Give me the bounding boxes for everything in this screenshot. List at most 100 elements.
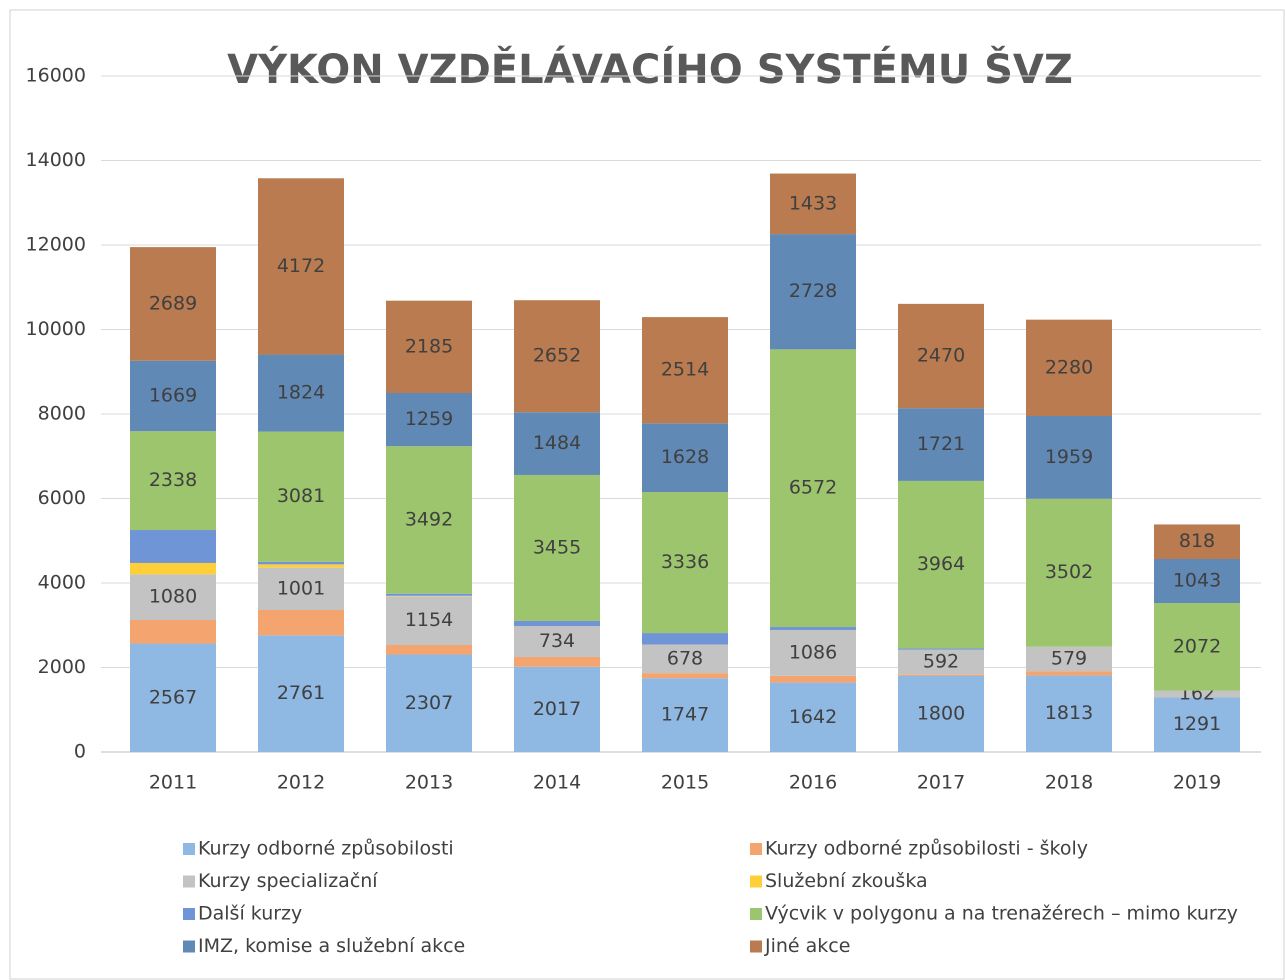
y-tick-label: 10000 (26, 318, 86, 340)
bar-segment (1026, 498, 1112, 647)
bar-segment (898, 674, 984, 676)
legend-label: Kurzy specializační (198, 870, 378, 892)
data-label: 592 (923, 651, 959, 673)
bar-segment (1154, 524, 1240, 560)
data-label: 2470 (917, 345, 965, 367)
data-label: 1642 (789, 706, 837, 728)
legend-swatch (750, 940, 762, 953)
data-label: 1259 (405, 408, 453, 430)
data-label: 1080 (149, 586, 197, 608)
legend-swatch (183, 843, 195, 855)
legend-swatch (183, 875, 195, 888)
data-label: 3492 (405, 508, 453, 530)
data-label: 2280 (1045, 356, 1093, 378)
bar-segment (1026, 319, 1112, 416)
bar-segment (1026, 675, 1112, 752)
bar-segment (514, 620, 600, 627)
data-label: 1669 (149, 384, 197, 406)
bar-segment (258, 564, 344, 568)
y-tick-label: 14000 (26, 149, 86, 171)
data-label: 2072 (1173, 635, 1221, 657)
legend-swatch (183, 940, 195, 953)
data-label: 1484 (533, 432, 581, 454)
data-label: 1001 (277, 577, 325, 599)
x-tick-label: 2011 (149, 772, 197, 794)
bar-segment (1026, 415, 1112, 499)
data-label: 3081 (277, 485, 325, 507)
bar-segment (770, 173, 856, 235)
data-label: 4172 (277, 255, 325, 277)
bar-segment (770, 349, 856, 628)
legend-label: Výcvik v polygonu a na trenažérech – mim… (765, 903, 1238, 925)
bar-segment (258, 561, 344, 565)
bar-segment (898, 480, 984, 649)
data-label: 6572 (789, 477, 837, 499)
bar-segment (130, 360, 216, 432)
bar-segment (898, 649, 984, 675)
bar-segment (514, 300, 600, 413)
data-label: 1154 (405, 609, 453, 631)
bar-segment (770, 629, 856, 676)
bar-segment (130, 643, 216, 752)
bar-segment (130, 562, 216, 575)
data-label: 1824 (277, 382, 325, 404)
bar-segment (770, 675, 856, 683)
bar-segment (642, 423, 728, 493)
x-tick-label: 2012 (277, 772, 325, 794)
bar-segment (130, 247, 216, 361)
y-tick-label: 6000 (38, 487, 86, 509)
bar-segment (130, 431, 216, 531)
bar-segment (898, 303, 984, 409)
data-label: 1628 (661, 446, 709, 468)
data-label: 1291 (1173, 713, 1221, 735)
data-label: 3336 (661, 551, 709, 573)
bar-segment (386, 300, 472, 394)
bar-segment (642, 644, 728, 674)
data-label: 1043 (1173, 570, 1221, 592)
data-label: 3455 (533, 536, 581, 558)
data-label: 2514 (661, 359, 709, 381)
bar-segment (642, 317, 728, 424)
bar-segment (130, 530, 216, 563)
bar-segment (898, 675, 984, 752)
bar-segment (642, 678, 728, 752)
data-label: 2017 (533, 698, 581, 720)
bar-segment (514, 657, 600, 667)
bar-segment (386, 654, 472, 752)
bar-segment (258, 354, 344, 432)
data-label: 2652 (533, 345, 581, 367)
legend-swatch (750, 875, 762, 888)
bar-segment (258, 567, 344, 610)
bar-segment (258, 635, 344, 752)
bar-segment (386, 645, 472, 655)
bar-segment (642, 673, 728, 679)
y-tick-label: 16000 (26, 65, 86, 87)
x-tick-label: 2016 (789, 772, 837, 794)
bar-segment (386, 596, 472, 646)
bar-segment (514, 626, 600, 658)
bar-segment (386, 593, 472, 596)
data-label: 2761 (277, 682, 325, 704)
bar-segment (770, 682, 856, 752)
x-tick-label: 2015 (661, 772, 709, 794)
legend-label: Kurzy odborné způsobilosti - školy (765, 838, 1088, 860)
legend-label: Další kurzy (198, 903, 302, 925)
data-label: 1721 (917, 433, 965, 455)
x-tick-label: 2017 (917, 772, 965, 794)
y-tick-label: 2000 (38, 656, 86, 678)
data-label: 2307 (405, 692, 453, 714)
bar-segment (130, 574, 216, 621)
y-tick-label: 4000 (38, 572, 86, 594)
bar-segment (1154, 559, 1240, 604)
bar-segment (386, 446, 472, 594)
legend-label: IMZ, komise a služební akce (198, 935, 465, 957)
x-tick-label: 2018 (1045, 772, 1093, 794)
bar-segment (1154, 697, 1240, 752)
bar-segment (514, 474, 600, 621)
y-tick-label: 12000 (26, 234, 86, 256)
data-label: 1433 (789, 192, 837, 214)
y-tick-label: 0 (74, 741, 86, 763)
data-label: 2689 (149, 292, 197, 314)
bar-segment (130, 620, 216, 644)
